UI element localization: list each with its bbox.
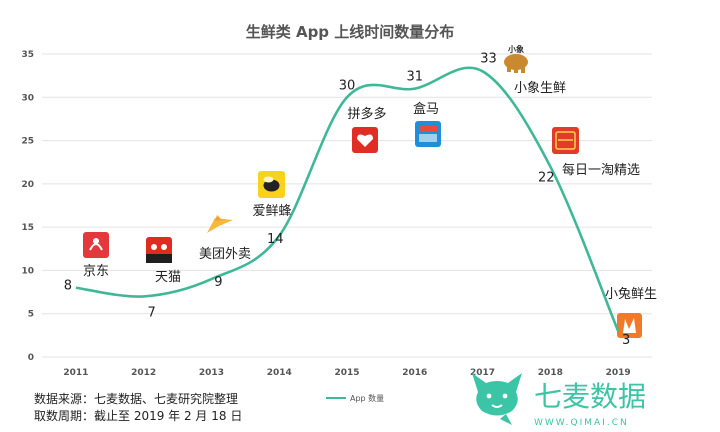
aixianfeng-app-icon bbox=[258, 171, 285, 198]
x-tick-label: 2014 bbox=[267, 368, 292, 378]
app-label: 拼多多 bbox=[347, 106, 386, 122]
y-axis-ticks: 0 5 10 15 20 25 30 35 bbox=[21, 50, 34, 363]
data-labels: 8 7 9 14 30 31 33 22 3 bbox=[64, 51, 631, 348]
app-label: 天猫 bbox=[155, 270, 181, 285]
y-tick-label: 25 bbox=[21, 137, 34, 147]
data-label: 30 bbox=[339, 78, 356, 93]
tmall-app-icon bbox=[146, 237, 172, 263]
x-tick-label: 2012 bbox=[131, 368, 156, 378]
y-tick-label: 30 bbox=[21, 93, 34, 103]
y-tick-label: 5 bbox=[28, 310, 34, 320]
app-label: 盒马 bbox=[413, 101, 439, 117]
x-tick-label: 2015 bbox=[334, 368, 359, 378]
app-label: 爱鲜蜂 bbox=[252, 204, 291, 219]
x-tick-label: 2017 bbox=[470, 368, 495, 378]
pinduoduo-app-icon bbox=[352, 127, 378, 153]
xiaoxiang-app-icon: 小象 bbox=[504, 44, 528, 73]
x-tick-label: 2016 bbox=[402, 368, 427, 378]
legend-label: App 数量 bbox=[350, 393, 384, 403]
data-label: 3 bbox=[622, 333, 630, 348]
brand-logo: 七麦数据 WWW.QIMAI.CN bbox=[472, 373, 646, 428]
cat-logo-icon bbox=[472, 373, 522, 425]
x-axis-ticks: 2011 2012 2013 2014 2015 2016 2017 2018 2019 bbox=[63, 368, 630, 378]
brand-name: 七麦数据 bbox=[534, 380, 646, 413]
source-note: 数据来源：七麦数据、七麦研究院整理 取数周期：截止至 2019 年 2 月 18… bbox=[34, 391, 242, 423]
x-tick-label: 2019 bbox=[606, 368, 631, 378]
data-label: 9 bbox=[214, 275, 222, 290]
data-label: 14 bbox=[267, 232, 284, 247]
data-label: 8 bbox=[64, 279, 72, 294]
app-label: 小象生鲜 bbox=[514, 81, 566, 96]
app-label: 美团外卖 bbox=[199, 247, 251, 262]
y-tick-label: 35 bbox=[21, 50, 34, 60]
brand-url: WWW.QIMAI.CN bbox=[534, 418, 629, 428]
data-label: 22 bbox=[538, 171, 555, 186]
y-tick-label: 20 bbox=[21, 180, 34, 190]
x-tick-label: 2013 bbox=[199, 368, 224, 378]
meiriyitao-app-icon bbox=[552, 127, 579, 154]
series-line bbox=[75, 66, 620, 332]
series-line-group bbox=[75, 66, 620, 332]
data-label: 31 bbox=[407, 70, 424, 85]
chart-title: 生鲜类 App 上线时间数量分布 bbox=[246, 23, 455, 41]
legend: App 数量 bbox=[326, 393, 384, 403]
source-line-1: 数据来源：七麦数据、七麦研究院整理 bbox=[34, 391, 238, 406]
app-label: 小兔鲜生 bbox=[605, 287, 657, 302]
data-label: 33 bbox=[480, 51, 497, 66]
x-tick-label: 2011 bbox=[63, 368, 88, 378]
source-line-2: 取数周期：截止至 2019 年 2 月 18 日 bbox=[34, 408, 242, 423]
y-tick-label: 15 bbox=[21, 223, 34, 233]
xiaotu-app-icon bbox=[617, 313, 642, 338]
app-label: 京东 bbox=[83, 264, 109, 279]
app-label: 每日一淘精选 bbox=[562, 162, 640, 178]
y-tick-label: 10 bbox=[21, 266, 34, 276]
app-icons: 小象 bbox=[83, 44, 642, 338]
xiaoxiang-icon-text: 小象 bbox=[507, 44, 524, 54]
meituan-waimai-app-icon bbox=[207, 215, 233, 233]
hema-app-icon bbox=[415, 121, 441, 147]
data-label: 7 bbox=[148, 305, 156, 320]
x-tick-label: 2018 bbox=[538, 368, 563, 378]
grid-lines bbox=[42, 53, 652, 358]
y-tick-label: 0 bbox=[28, 353, 34, 363]
jd-app-icon bbox=[83, 232, 109, 258]
